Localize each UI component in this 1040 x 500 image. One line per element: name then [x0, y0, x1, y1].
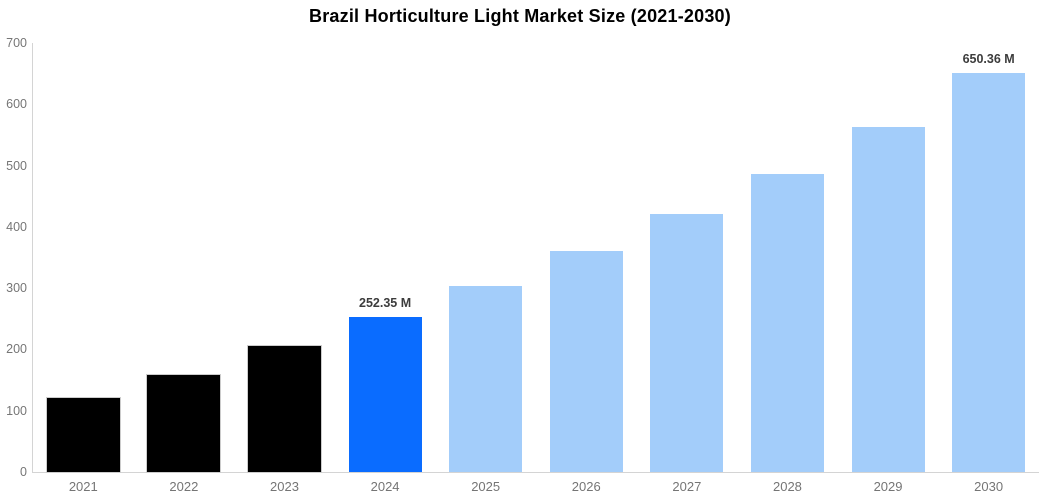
x-tick-label-2029: 2029 — [873, 479, 903, 494]
x-tick-label-2025: 2025 — [471, 479, 501, 494]
bar-2021[interactable] — [46, 398, 120, 472]
x-tick-label-2026: 2026 — [571, 479, 601, 494]
x-tick-label-2028: 2028 — [772, 479, 802, 494]
bar-group-2023 — [234, 43, 335, 472]
chart-title: Brazil Horticulture Light Market Size (2… — [309, 6, 731, 26]
y-tick-label: 700 — [6, 36, 27, 50]
y-tick-label: 100 — [6, 403, 27, 418]
y-tick-label: 200 — [6, 342, 27, 357]
x-tick-label-2030: 2030 — [974, 479, 1004, 494]
y-axis: 0 100 200 300 400 500 600 700 — [0, 0, 27, 500]
bar-group-2022 — [134, 43, 235, 472]
x-tick-label-2022: 2022 — [169, 479, 199, 494]
bar-group-2028 — [737, 43, 838, 472]
bar-2030[interactable] — [952, 73, 1026, 472]
bar-2023[interactable] — [247, 346, 321, 472]
y-tick-label: 500 — [6, 158, 27, 173]
bar-2025[interactable] — [449, 285, 523, 472]
y-axis-line — [32, 43, 33, 472]
y-tick-label: 300 — [6, 281, 27, 296]
bar-group-2030: 650.36 M — [938, 43, 1039, 472]
bar-group-2027 — [637, 43, 738, 472]
x-tick-label-2027: 2027 — [672, 479, 702, 494]
bar-group-2026 — [536, 43, 637, 472]
x-tick-label-2024: 2024 — [370, 479, 400, 494]
y-tick-label: 600 — [6, 97, 27, 112]
bar-group-2021 — [33, 43, 134, 472]
bar-group-2029 — [838, 43, 939, 472]
bars-container: 252.35 M 650.36 M — [33, 43, 1039, 472]
bar-value-label-2030: 650.36 M — [962, 52, 1015, 67]
bar-2028[interactable] — [750, 173, 824, 472]
bar-2026[interactable] — [549, 251, 623, 472]
bar-value-label-2024: 252.35 M — [359, 296, 412, 311]
bar-2029[interactable] — [851, 126, 925, 472]
bar-group-2025 — [435, 43, 536, 472]
bar-2024[interactable] — [348, 317, 422, 472]
bar-2022[interactable] — [147, 375, 221, 472]
x-tick-label-2021: 2021 — [68, 479, 98, 494]
x-tick-label-2023: 2023 — [270, 479, 299, 494]
x-axis-labels: 2021 2022 2023 2024 2025 2026 2027 2028 2029 2030 — [33, 479, 1039, 494]
x-axis-line — [32, 472, 1039, 473]
y-tick-label: 400 — [6, 219, 27, 234]
bar-2027[interactable] — [650, 214, 724, 472]
y-tick-label: 0 — [20, 465, 27, 479]
bar-group-2024: 252.35 M — [335, 43, 436, 472]
